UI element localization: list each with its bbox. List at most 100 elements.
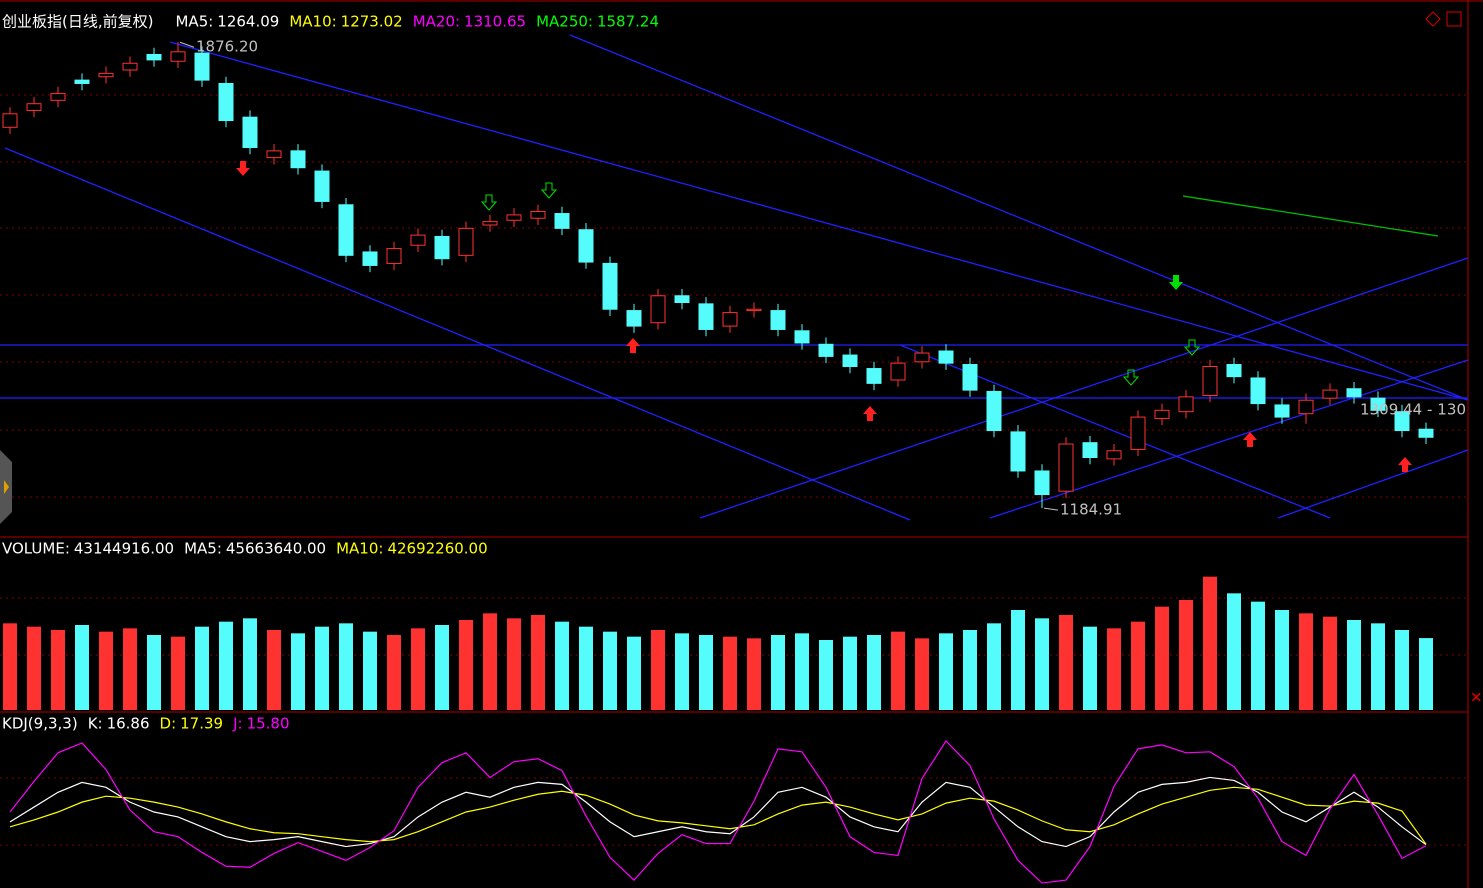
candle-body — [794, 330, 810, 344]
header-text: 43144916.00 — [74, 540, 174, 558]
candle-body — [1082, 442, 1098, 459]
header-text: 1587.24 — [597, 13, 659, 31]
candle-body — [1106, 450, 1122, 460]
candle-body — [914, 352, 930, 363]
volume-bar — [603, 631, 617, 710]
side-handle-arrow — [4, 480, 9, 494]
volume-bar — [411, 628, 425, 710]
window-button[interactable] — [1425, 11, 1441, 27]
volume-bar — [1155, 606, 1169, 710]
candle-body — [74, 79, 90, 84]
volume-bar — [627, 636, 641, 710]
volume-bar — [171, 636, 185, 710]
volume-bar — [819, 640, 833, 710]
volume-bar — [915, 638, 929, 710]
sell-signal — [480, 194, 498, 211]
volume-bar — [963, 630, 977, 710]
candle-body — [698, 303, 714, 330]
candle-body — [722, 312, 738, 327]
candle-body — [626, 310, 642, 327]
volume-bar — [531, 615, 545, 710]
ma250-segment — [1182, 195, 1439, 237]
candle-body — [242, 116, 258, 148]
candle-body — [578, 229, 594, 263]
candle-body — [1250, 377, 1266, 405]
volume-bar — [1227, 593, 1241, 710]
header-text: 1264.09 — [217, 13, 279, 31]
candle-body — [530, 211, 546, 219]
header-text: J: — [232, 715, 242, 733]
volume-bar — [1299, 613, 1313, 710]
header-text: MA250: — [536, 13, 593, 31]
candle-body — [962, 364, 978, 391]
volume-bar — [3, 623, 17, 710]
window-button[interactable] — [1446, 11, 1462, 27]
candle-body — [170, 51, 186, 62]
candle-body — [1322, 389, 1338, 399]
candle-body — [386, 248, 402, 264]
candle-body — [290, 150, 306, 169]
volume-bar — [99, 631, 113, 710]
trend-line — [169, 41, 1469, 401]
header-text: KDJ(9,3,3) — [2, 715, 78, 733]
close-icon[interactable]: ✕ — [1470, 689, 1483, 707]
candle-body — [1010, 431, 1026, 472]
header-text: 16.86 — [107, 715, 150, 733]
header-text: 17.39 — [180, 715, 223, 733]
volume-bar — [1395, 630, 1409, 710]
volume-bar — [1107, 628, 1121, 710]
candle-body — [266, 150, 282, 159]
volume-bar — [75, 625, 89, 710]
panel-grid — [0, 94, 1468, 846]
candle-body — [674, 295, 690, 303]
volume-bar — [219, 621, 233, 710]
volume-bar — [1347, 620, 1361, 710]
candle-body — [650, 295, 666, 324]
volume-bar — [1059, 615, 1073, 710]
candle-body — [1034, 470, 1050, 496]
candle-body — [410, 234, 426, 246]
volume-bar — [339, 623, 353, 710]
buy-signal — [626, 338, 640, 353]
candle-body — [218, 82, 234, 122]
candle-body — [26, 103, 42, 111]
kdj-line — [9, 739, 1427, 884]
trend-line — [4, 147, 911, 521]
candle-body — [842, 354, 858, 368]
candle-body — [50, 93, 66, 101]
sell-signal — [1122, 369, 1140, 386]
candle-body — [1346, 388, 1362, 398]
trend-line — [569, 34, 1469, 401]
candle-body — [818, 343, 834, 357]
volume-bar — [843, 636, 857, 710]
sell-signal — [1169, 275, 1183, 290]
volume-bar — [1131, 621, 1145, 710]
volume-bar — [459, 620, 473, 710]
candle-body — [770, 310, 786, 330]
volume-bar — [867, 635, 881, 710]
candle-body — [1274, 404, 1290, 418]
kdj-line — [9, 776, 1427, 848]
buy-signal — [863, 406, 877, 421]
volume-bar — [51, 630, 65, 710]
volume-bar — [1419, 638, 1433, 710]
buy-signal — [1398, 457, 1412, 472]
header-text: MA20: — [413, 13, 460, 31]
header-text: MA10: — [289, 13, 336, 31]
header-text: D: — [160, 715, 177, 733]
trend-line — [699, 257, 1469, 519]
volume-bar — [363, 631, 377, 710]
candle-body — [1202, 366, 1218, 396]
volume-bar — [387, 635, 401, 710]
candle-body — [938, 350, 954, 364]
volume-bar — [891, 631, 905, 710]
volume-bar — [147, 635, 161, 710]
buy-signal — [1243, 432, 1257, 447]
volume-bar — [1083, 626, 1097, 710]
trend-line — [1277, 449, 1469, 519]
candle-body — [986, 390, 1002, 432]
candle-body — [1370, 397, 1386, 411]
